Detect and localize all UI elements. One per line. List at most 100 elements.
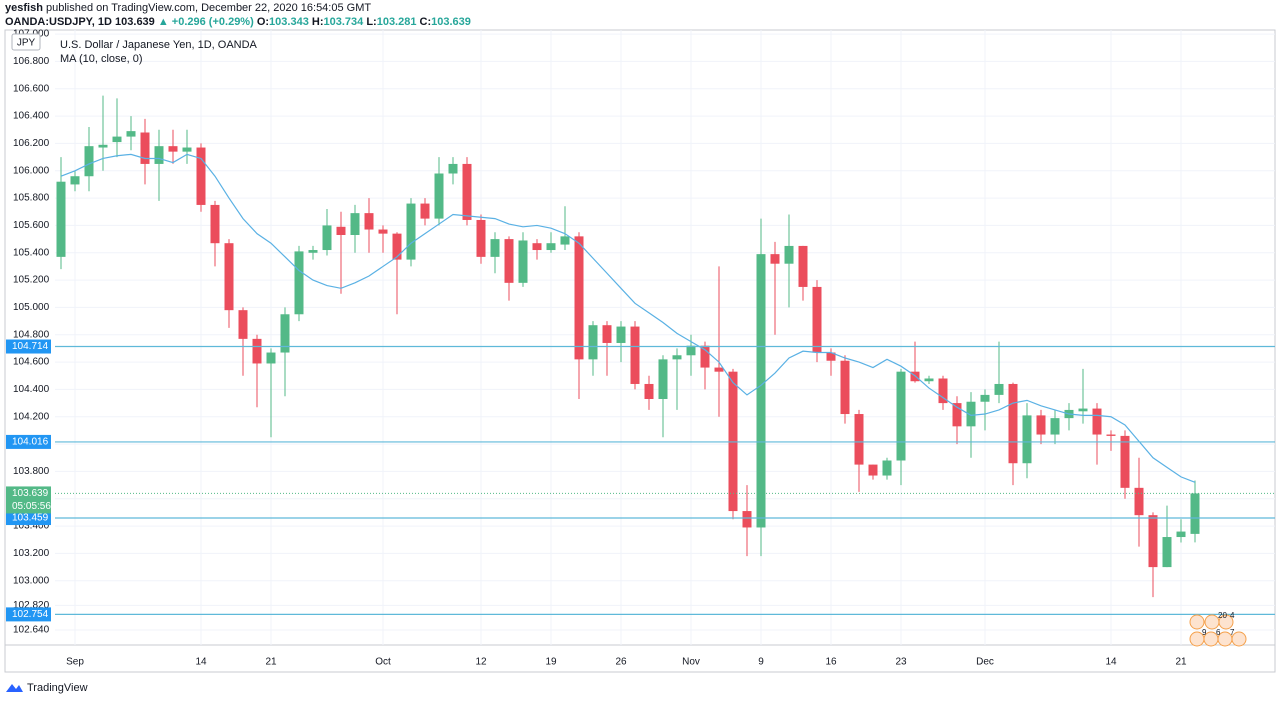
x-tick-label: Nov [682,657,700,668]
y-tick-label: 103.200 [13,548,50,559]
l-label: L: [366,16,377,28]
level-badge [6,434,51,449]
candle-body [70,176,80,185]
y-tick-label: 106.000 [13,165,50,176]
candle-body [434,173,444,219]
published: published on TradingView.com, December 2… [45,2,372,14]
last: 103.639 [115,16,155,28]
candle-body [1148,515,1158,568]
o-value: 103.343 [269,16,309,28]
y-tick-label: 106.800 [13,56,50,67]
candle-body [490,239,500,257]
candle-body [980,394,990,402]
chart-title: U.S. Dollar / Japanese Yen, 1D, OANDA [60,39,258,51]
candle-body [294,251,304,315]
y-tick-label: 105.200 [13,275,50,286]
candle-body [420,203,430,219]
x-tick-label: 16 [825,657,837,668]
candle-body [1050,418,1060,435]
y-tick-label: 104.400 [13,384,50,395]
countdown: 05:05:56 [12,501,51,512]
y-tick-label: 103.400 [13,521,50,532]
candle-body [1008,383,1018,464]
y-tick-label: 103.000 [13,575,50,586]
candle-body [238,310,248,339]
y-tick-label: 105.800 [13,193,50,204]
level-badge [6,339,51,354]
x-tick-label: 9 [758,657,764,668]
event-icons: 20 4 9 6 7 [1189,611,1247,647]
publisher: yesfish [5,2,43,14]
chart-frame [4,29,1276,673]
candle-body [546,243,556,251]
candle-body [602,325,612,343]
candle-body [1176,531,1186,538]
event-icon [1218,614,1234,630]
candle-body [154,146,164,164]
footer: TradingView [6,682,88,694]
candle-body [350,213,360,235]
candle-body [574,236,584,360]
x-tick-label: 21 [1175,657,1187,668]
candle-body [1036,415,1046,435]
candle-body [1092,408,1102,435]
candle-body [714,367,724,372]
candle-body [868,464,878,476]
candle-body [826,352,836,361]
candle-body [168,146,178,152]
currency-box [11,33,41,51]
candle-body [112,136,122,143]
candle-body [588,325,598,360]
candle-body [378,229,388,234]
candle-body [308,250,318,253]
candle-body [770,254,780,264]
candle-body [252,338,262,364]
x-tick-label: 14 [1105,657,1117,668]
candle-body [406,203,416,260]
candle-body [896,371,906,461]
candle-body [56,181,66,257]
x-tick-label: 21 [265,657,277,668]
last-price-label: 103.639 [12,488,49,499]
candle-body [98,144,108,148]
event-icon [1189,614,1205,630]
level-label: 102.754 [12,609,49,620]
level-label: 103.459 [12,513,49,524]
candle-body [630,326,640,384]
event-label: 9 [1202,628,1207,637]
overlay: 104.714 104.016 103.459 102.754 103.639 05:05… [6,339,1275,622]
l-value: 103.281 [376,16,417,28]
candle-body [210,204,220,244]
candle-body [1190,493,1200,534]
y-tick-label: 103.800 [13,466,50,477]
candle-body [448,163,458,174]
candle-body [560,236,570,245]
y-tick-label: 105.000 [13,302,50,313]
grid: 102.640 102.820 103.000 103.200 103.400 103.6… [13,29,1275,668]
candle-body [784,245,794,264]
candle-body [812,286,822,353]
candle-body [84,146,94,177]
brand: TradingView [27,682,88,694]
event-icon [1204,614,1220,630]
h-value: 103.734 [323,16,364,28]
candle-body [518,240,528,283]
candle-body [126,131,136,137]
y-tick-label: 106.400 [13,111,50,122]
y-tick-label: 106.600 [13,83,50,94]
x-tick-label: Dec [976,657,994,668]
candle-body [140,132,150,164]
candle-body [994,383,1004,395]
candle-body [280,314,290,353]
x-tick-label: 26 [615,657,627,668]
y-tick-label: 106.200 [13,138,50,149]
candle-body [364,213,374,230]
candle-body [462,163,472,220]
candle-body [1078,408,1088,412]
event-label: 20 [1218,611,1227,620]
candle-body [938,378,948,404]
candle-body [882,460,892,476]
candle-body [336,226,346,235]
candle-body [182,147,192,152]
